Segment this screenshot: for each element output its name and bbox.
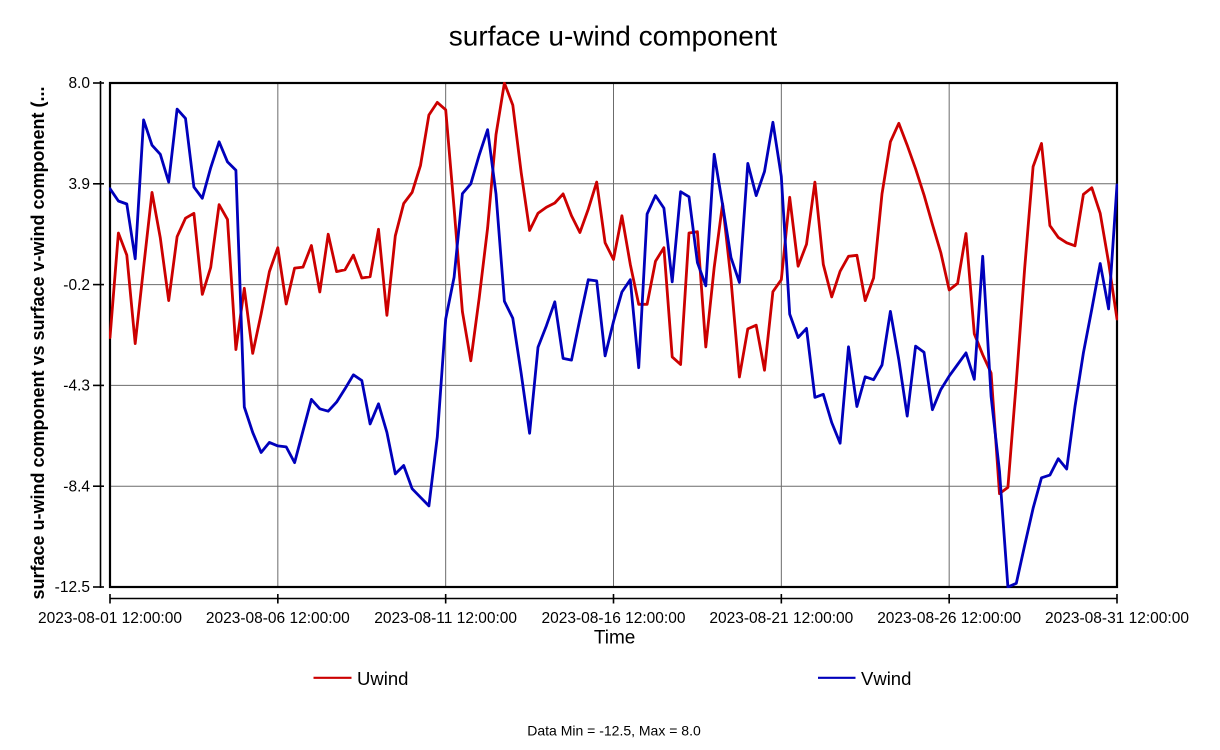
svg-text:2023-08-21 12:00:00: 2023-08-21 12:00:00 — [709, 610, 853, 627]
svg-text:2023-08-11 12:00:00: 2023-08-11 12:00:00 — [374, 610, 517, 627]
svg-text:surface u-wind component vs su: surface u-wind component vs surface v-wi… — [28, 86, 48, 599]
svg-text:2023-08-31 12:00:00: 2023-08-31 12:00:00 — [1045, 610, 1189, 627]
svg-text:2023-08-01 12:00:00: 2023-08-01 12:00:00 — [38, 610, 182, 627]
svg-text:surface u-wind component: surface u-wind component — [449, 21, 778, 52]
svg-text:8.0: 8.0 — [68, 75, 90, 92]
svg-text:3.9: 3.9 — [68, 176, 90, 193]
svg-text:Vwind: Vwind — [861, 668, 911, 689]
svg-text:2023-08-16 12:00:00: 2023-08-16 12:00:00 — [542, 610, 686, 627]
svg-text:-8.4: -8.4 — [63, 478, 90, 495]
svg-text:Data Min = -12.5, Max = 8.0: Data Min = -12.5, Max = 8.0 — [527, 723, 701, 739]
svg-text:-12.5: -12.5 — [55, 579, 90, 596]
svg-text:Time: Time — [594, 628, 636, 649]
svg-text:-0.2: -0.2 — [63, 277, 90, 294]
svg-text:2023-08-26 12:00:00: 2023-08-26 12:00:00 — [877, 610, 1021, 627]
svg-text:2023-08-06 12:00:00: 2023-08-06 12:00:00 — [206, 610, 350, 627]
svg-text:-4.3: -4.3 — [63, 378, 90, 395]
svg-text:Uwind: Uwind — [357, 668, 408, 689]
